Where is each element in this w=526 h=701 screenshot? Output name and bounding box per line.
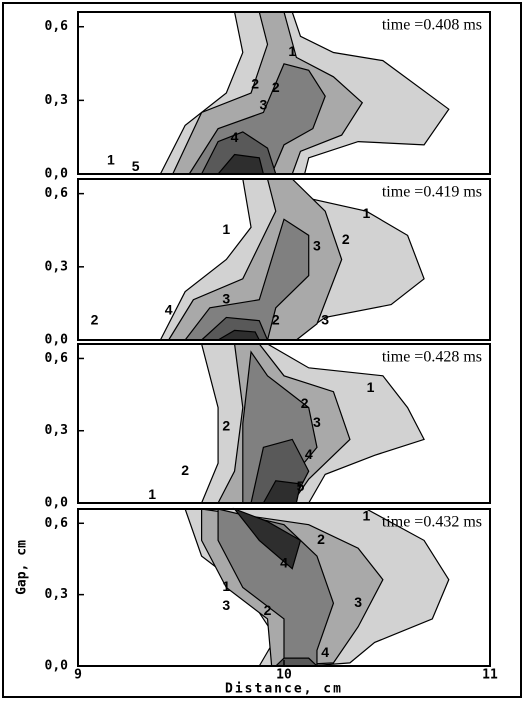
x-tick-label: 10 — [276, 668, 292, 683]
contour-label: 2 — [272, 79, 280, 95]
y-tick-label: 0,3 — [45, 587, 68, 602]
y-tick-label: 0,6 — [45, 516, 69, 531]
contour-label: 1 — [288, 43, 296, 59]
panel-title: time =0.408 ms — [382, 17, 482, 34]
x-tick-label: 9 — [74, 668, 82, 683]
contour-label: 4 — [305, 446, 313, 462]
contour-label: 4 — [165, 302, 173, 318]
panel-box — [77, 178, 491, 341]
contour-label: 2 — [317, 531, 325, 547]
y-tick-label: 0,0 — [45, 167, 69, 182]
contour-label: 4 — [321, 644, 329, 660]
contour-label: 3 — [321, 311, 329, 327]
contour-label: 2 — [342, 231, 350, 247]
y-tick-label: 0,0 — [45, 659, 69, 674]
contour-region — [183, 218, 310, 341]
contour-label: 1 — [148, 486, 156, 502]
y-tick-label: 0,0 — [45, 496, 69, 511]
contour-label: 2 — [272, 311, 280, 327]
panel-box — [77, 343, 491, 504]
y-axis-label: Gap, cm — [15, 540, 30, 595]
contour-label: 1 — [363, 205, 371, 221]
contour-label: 3 — [222, 597, 230, 613]
contour-label: 3 — [313, 237, 321, 253]
x-axis-label: Distance, cm — [225, 682, 343, 697]
contour-label: 3 — [222, 290, 230, 306]
y-tick-label: 0,3 — [45, 93, 68, 108]
contour-label: 1 — [222, 578, 230, 594]
contour-label: 1 — [222, 221, 230, 237]
contour-label: 2 — [181, 462, 189, 478]
contour-region — [274, 657, 319, 667]
contour-region — [217, 508, 335, 667]
contour-label: 1 — [107, 152, 115, 168]
contour-label: 2 — [251, 76, 259, 92]
panel-box — [77, 11, 491, 175]
panel-title: time =0.428 ms — [382, 349, 482, 366]
contour-label: 4 — [280, 555, 288, 571]
panel-title: time =0.419 ms — [382, 184, 482, 201]
contour-region — [232, 507, 302, 570]
y-tick-label: 0,6 — [45, 19, 69, 34]
contour-label: 5 — [297, 478, 305, 494]
contour-label: 4 — [231, 129, 239, 145]
contour-label: 2 — [222, 417, 230, 433]
contour-label: 1 — [363, 508, 371, 524]
contour-label: 5 — [132, 158, 140, 174]
contour-label: 3 — [260, 97, 268, 113]
y-tick-label: 0,3 — [45, 423, 68, 438]
y-tick-label: 0,6 — [45, 351, 69, 366]
y-tick-label: 0,0 — [45, 333, 69, 348]
contour-label: 1 — [367, 379, 375, 395]
contour-label: 2 — [91, 311, 99, 327]
x-tick-label: 11 — [482, 668, 498, 683]
y-tick-label: 0,3 — [45, 259, 68, 274]
contour-label: 3 — [313, 414, 321, 430]
contour-label: 2 — [264, 602, 272, 618]
y-tick-label: 0,6 — [45, 186, 69, 201]
panel-title: time =0.432 ms — [382, 514, 482, 531]
contour-label: 3 — [354, 594, 362, 610]
contour-label: 2 — [301, 395, 309, 411]
